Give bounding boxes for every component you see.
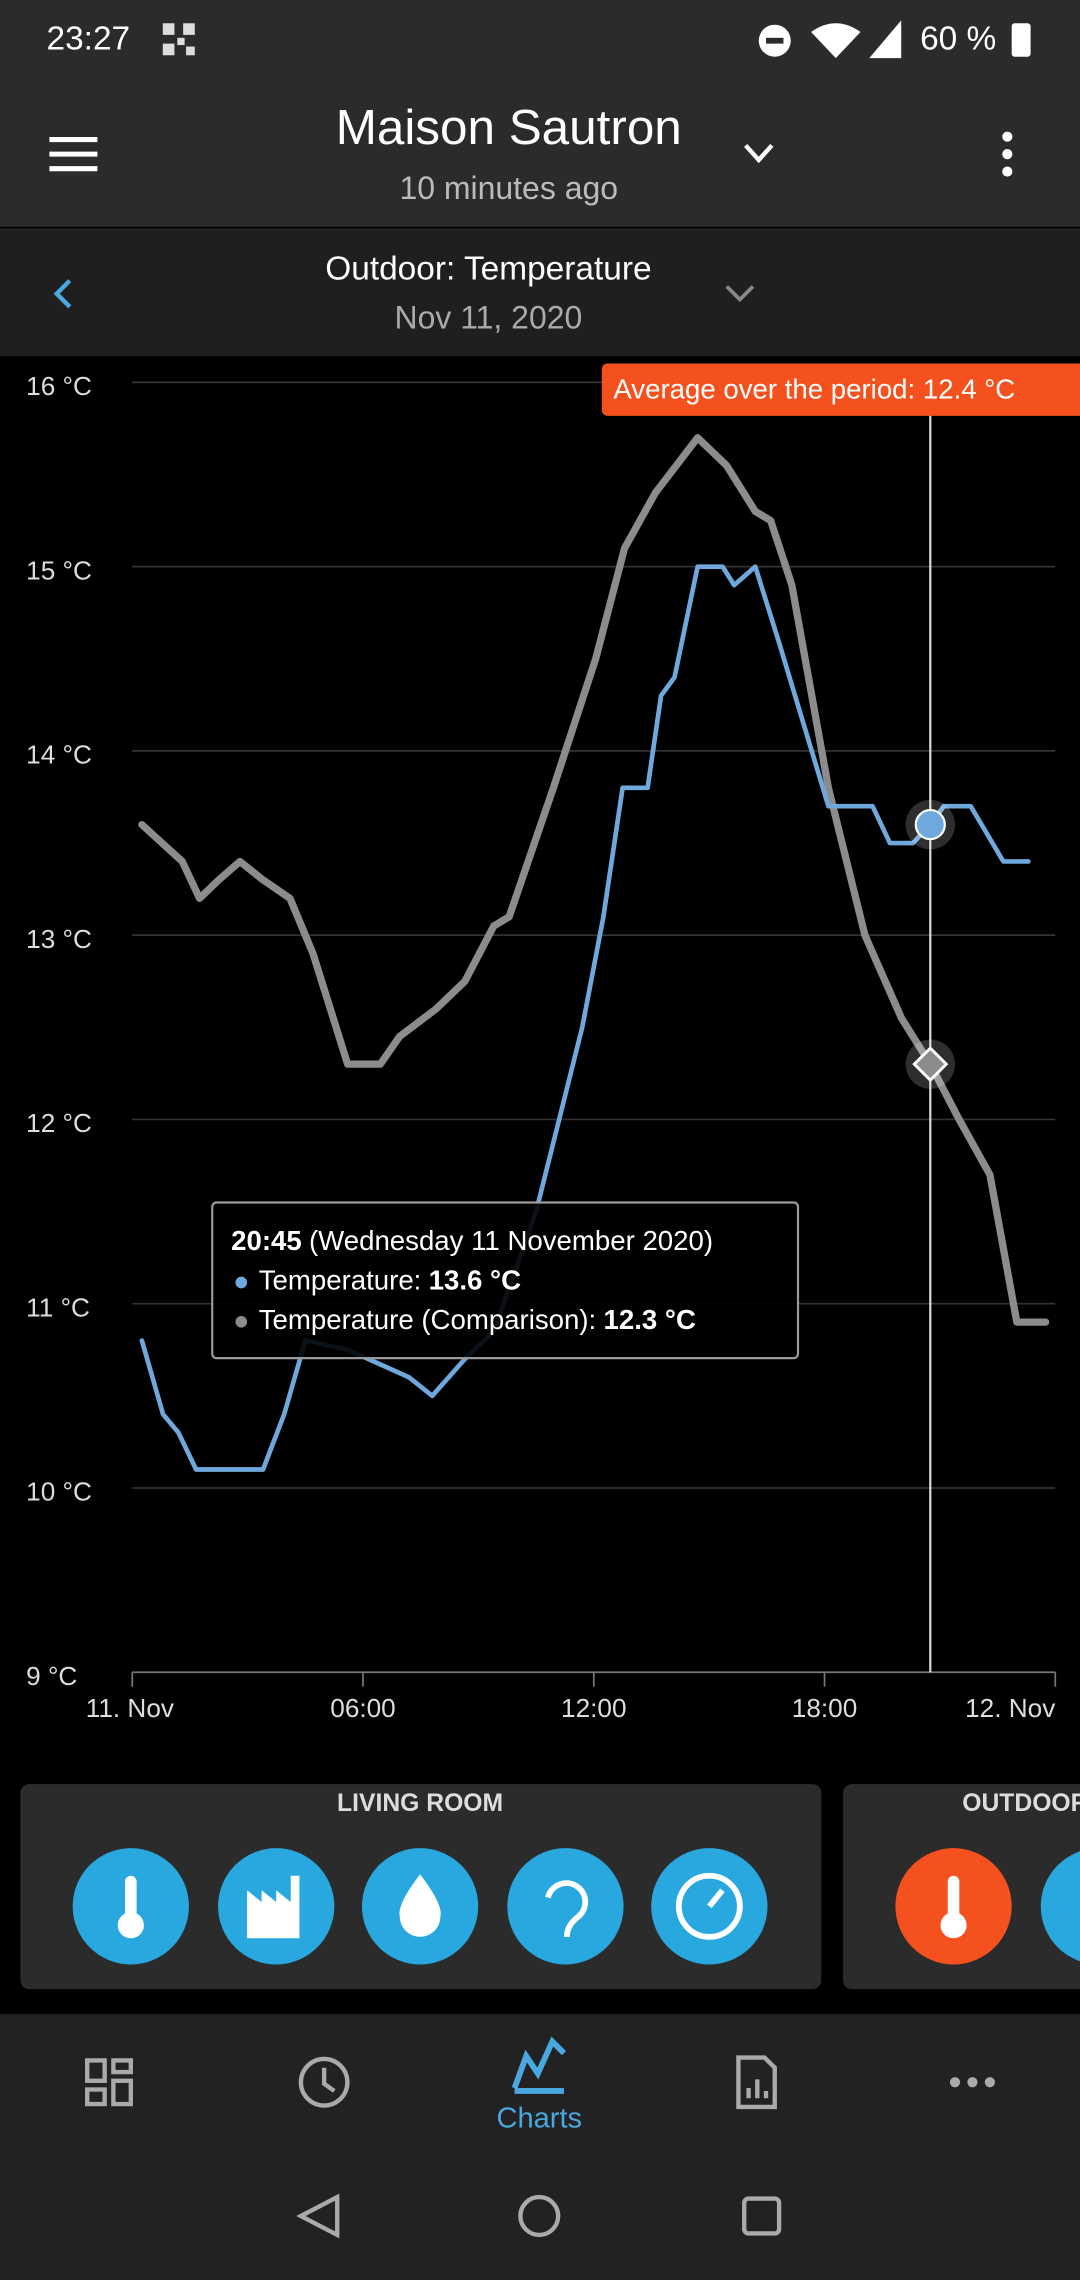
system-nav: [296, 2193, 782, 2239]
system-recents[interactable]: [742, 2196, 782, 2236]
card-title: LIVING ROOM: [337, 1790, 503, 1817]
tooltip-bullet: [235, 1315, 248, 1328]
x-tick-label: 12:00: [561, 1693, 626, 1723]
sensor-button[interactable]: [218, 1848, 335, 1965]
tooltip-label: Temperature:: [259, 1265, 422, 1296]
nav-dashboard[interactable]: [85, 2058, 134, 2107]
selector-title: Outdoor: Temperature: [325, 250, 651, 287]
sensor-button[interactable]: [72, 1848, 189, 1965]
y-tick-label: 12 °C: [26, 1108, 92, 1138]
marker: [912, 1046, 949, 1083]
tooltip-row: Temperature (Comparison): 12.3 °C: [259, 1304, 696, 1335]
tooltip-bullet: [235, 1276, 248, 1289]
sensor-button[interactable]: [651, 1848, 768, 1965]
home-dropdown[interactable]: [744, 143, 774, 164]
marker: [914, 808, 946, 841]
y-tick-label: 14 °C: [26, 740, 92, 770]
x-tick-label: 18:00: [792, 1693, 857, 1723]
y-tick-label: 16 °C: [26, 371, 92, 401]
selector-bar: [0, 228, 1080, 357]
y-tick-label: 13 °C: [26, 924, 92, 954]
nav-label: Charts: [496, 2103, 582, 2135]
battery-icon: [1011, 23, 1031, 57]
system-back[interactable]: [296, 2193, 340, 2239]
series-line: [138, 434, 1050, 1326]
status-icons: [758, 20, 902, 59]
card-title: OUTDOOR: [962, 1790, 1080, 1817]
tooltip-box: [211, 1201, 800, 1360]
nav-history[interactable]: [298, 2056, 350, 2108]
nav-more[interactable]: [949, 2077, 995, 2088]
tooltip-header: 20:45 (Wednesday 11 November 2020): [231, 1226, 713, 1257]
x-tick-label: 12. Nov: [965, 1693, 1055, 1723]
nav-charts[interactable]: Charts: [496, 2036, 582, 2135]
annotation: Average over the period: 12.4 °C: [613, 373, 1015, 404]
y-tick-label: 11 °C: [26, 1292, 90, 1322]
bottom-nav: [0, 2013, 1080, 2280]
system-home[interactable]: [518, 2194, 561, 2238]
y-tick-label: 9 °C: [26, 1661, 77, 1691]
series-line: [139, 564, 1031, 1472]
sensor-button[interactable]: [361, 1848, 479, 1965]
header-title: Maison Sautron: [336, 100, 682, 155]
sensor-button[interactable]: [1040, 1848, 1080, 1964]
y-tick-label: 10 °C: [26, 1477, 92, 1507]
selector-date: Nov 11, 2020: [395, 299, 583, 335]
header-subtitle: 10 minutes ago: [399, 170, 618, 206]
back-button[interactable]: [53, 279, 72, 309]
x-tick-label: 06:00: [330, 1693, 395, 1723]
tooltip-value: 12.3 °C: [604, 1304, 696, 1335]
tooltip-time: 20:45: [231, 1226, 302, 1257]
tooltip-date: (Wednesday 11 November 2020): [309, 1226, 713, 1257]
menu-button[interactable]: [49, 137, 98, 172]
chart: 9 °C 10 °C 11 °C 12 °C 13 °C 14 °C 15 °C 16 °C 1…: [26, 363, 1080, 1723]
annotation-box: [601, 363, 1080, 416]
qr-icon: [162, 23, 195, 56]
tooltip-label: Temperature (Comparison):: [259, 1304, 597, 1335]
battery-level: 60 %: [920, 21, 996, 58]
sensor-button[interactable]: [895, 1848, 1012, 1965]
selector-dropdown[interactable]: [725, 285, 755, 303]
tooltip-row: Temperature: 13.6 °C: [259, 1265, 521, 1296]
nav-reports[interactable]: [736, 2055, 777, 2110]
tooltip: 20:45 (Wednesday 11 November 2020) Temper…: [211, 1201, 800, 1360]
sensor-button[interactable]: [507, 1848, 624, 1965]
x-tick-label: 11. Nov: [86, 1693, 174, 1723]
overflow-menu[interactable]: [1002, 131, 1013, 177]
status-time: 23:27: [47, 21, 131, 58]
tooltip-value: 13.6 °C: [429, 1265, 521, 1296]
y-tick-label: 15 °C: [26, 555, 92, 585]
